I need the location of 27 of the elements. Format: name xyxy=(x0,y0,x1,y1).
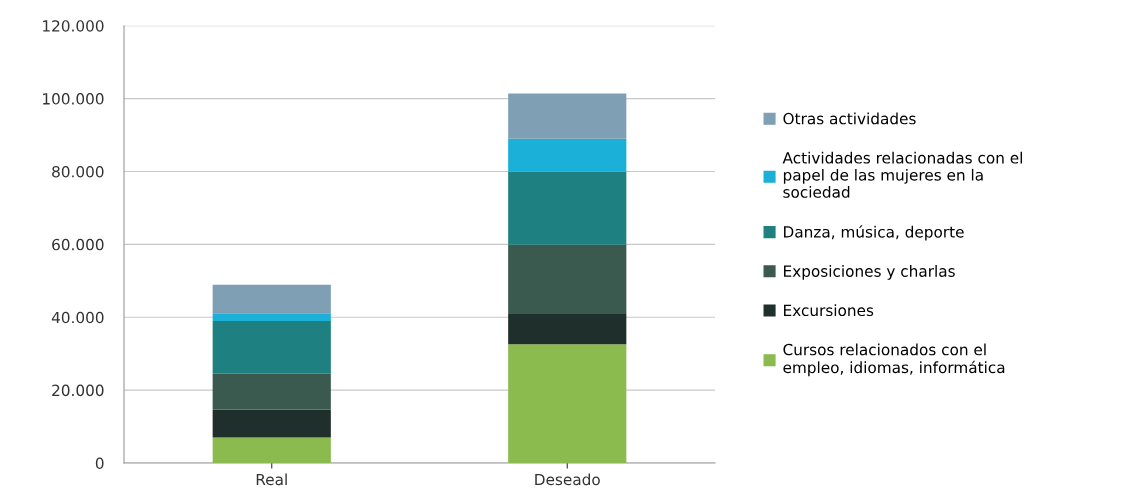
bar xyxy=(212,313,331,321)
y-tick-label: 100.000 xyxy=(43,93,104,105)
bar xyxy=(212,320,331,374)
bar xyxy=(508,138,627,172)
legend-label: Otras actividades xyxy=(783,112,916,125)
bar xyxy=(212,284,331,314)
legend-label: Danza, música, deporte xyxy=(784,225,964,241)
y-tick-label: 20.000 xyxy=(52,384,104,397)
legend-label: Cursos relacionados con el empleo, idiomas, informática xyxy=(783,343,1005,377)
bar xyxy=(508,93,627,139)
bar xyxy=(508,344,627,463)
bar xyxy=(508,244,627,314)
bar xyxy=(212,437,331,463)
y-tick-label: 60.000 xyxy=(52,238,104,251)
bar xyxy=(508,313,627,345)
legend-label: Excursiones xyxy=(784,304,874,317)
bar xyxy=(212,409,331,438)
x-tick-label: Deseado xyxy=(535,473,600,486)
bar xyxy=(212,373,331,410)
y-tick-label: 0 xyxy=(95,457,104,470)
y-tick-label: 120.000 xyxy=(43,20,104,32)
legend-label: Actividades relacionadas con el papel de las mujeres en la sociedad xyxy=(782,151,1022,198)
x-tick-label: Real xyxy=(256,473,287,486)
legend-label: Exposiciones y charlas xyxy=(784,265,955,280)
y-tick-label: 40.000 xyxy=(51,311,104,324)
y-tick-label: 80.000 xyxy=(52,165,104,178)
bar xyxy=(508,171,627,245)
